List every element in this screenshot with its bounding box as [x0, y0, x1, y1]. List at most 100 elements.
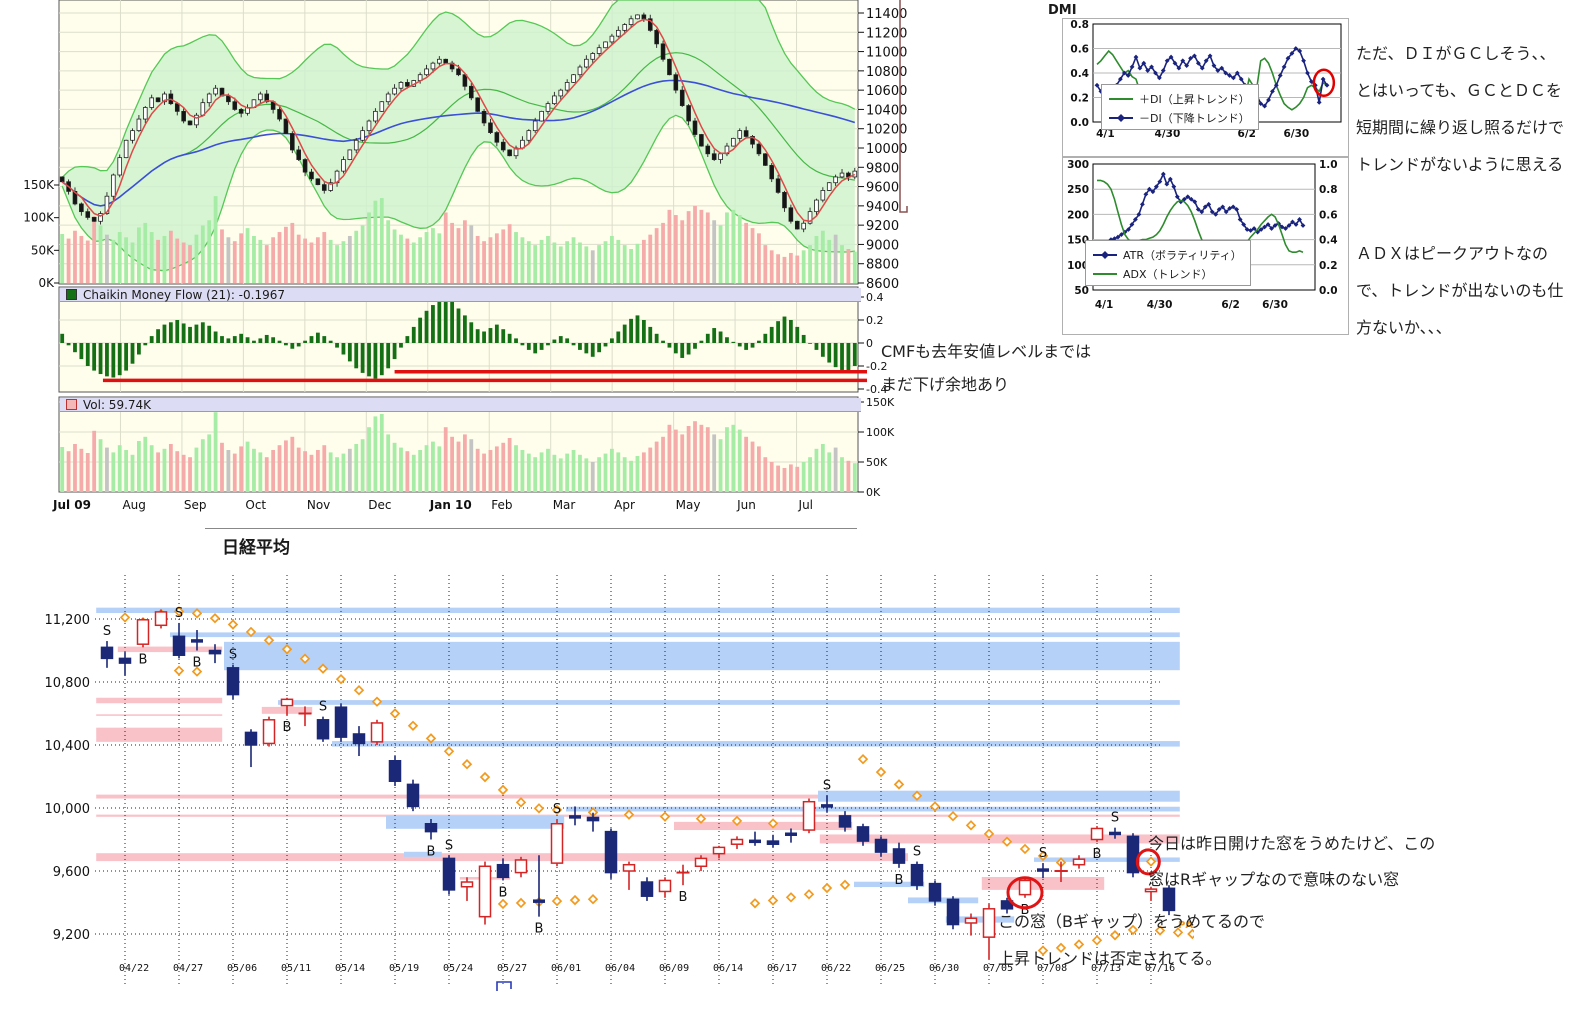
svg-text:0.2: 0.2 [866, 314, 884, 327]
svg-text:10600: 10600 [866, 84, 907, 99]
svg-text:11400: 11400 [866, 7, 907, 22]
svg-text:4/30: 4/30 [1155, 128, 1181, 140]
svg-text:50K: 50K [866, 456, 888, 469]
svg-text:200: 200 [1067, 209, 1089, 221]
svg-text:11000: 11000 [866, 46, 907, 61]
atr-label: ATR（ボラティリティ） [1123, 248, 1242, 262]
cmf-legend-swatch-icon [66, 289, 77, 300]
svg-text:10800: 10800 [866, 65, 907, 80]
svg-text:Apr: Apr [614, 498, 635, 512]
svg-text:05/24: 05/24 [443, 963, 473, 974]
svg-text:9,200: 9,200 [53, 928, 90, 943]
svg-text:50: 50 [1074, 285, 1089, 297]
vol-legend-swatch-icon [66, 399, 77, 410]
svg-text:Jun: Jun [736, 498, 756, 512]
svg-text:150K: 150K [23, 178, 55, 192]
svg-text:B: B [283, 720, 292, 735]
svg-text:06/30: 06/30 [929, 963, 959, 974]
svg-text:0K: 0K [866, 486, 881, 499]
svg-text:9800: 9800 [866, 161, 899, 176]
svg-text:06/22: 06/22 [821, 963, 851, 974]
svg-text:B: B [1093, 847, 1102, 862]
adx-label: ADX（トレンド） [1123, 267, 1213, 281]
svg-text:0.8: 0.8 [1070, 19, 1089, 31]
svg-text:300: 300 [1067, 159, 1089, 171]
dmi-legend: ＋DI（上昇トレンド） －DI（下降トレンド） [1101, 84, 1259, 130]
vol-panel-label: Vol: 59.74K [83, 397, 152, 412]
svg-text:06/14: 06/14 [713, 963, 743, 974]
svg-text:07/13: 07/13 [1091, 963, 1121, 974]
svg-text:May: May [676, 498, 701, 512]
note-window1: 今日は昨日開けた窓をうめたけど、この 窓はRギャップなので意味のない窓 [1148, 834, 1436, 889]
svg-text:150K: 150K [866, 396, 895, 409]
svg-text:B: B [679, 890, 688, 905]
svg-text:B: B [139, 652, 148, 667]
svg-text:100K: 100K [23, 211, 55, 225]
svg-text:50K: 50K [31, 243, 55, 257]
svg-text:10,800: 10,800 [45, 676, 91, 691]
svg-text:07/08: 07/08 [1037, 963, 1067, 974]
svg-text:0K: 0K [38, 276, 55, 290]
svg-text:0.4: 0.4 [866, 291, 884, 304]
svg-text:11,200: 11,200 [45, 613, 91, 628]
svg-text:Jan 10: Jan 10 [429, 498, 472, 512]
svg-text:8600: 8600 [866, 277, 899, 292]
minus-di-label: －DI（下降トレンド） [1139, 111, 1250, 125]
svg-text:05/19: 05/19 [389, 963, 419, 974]
svg-text:4/1: 4/1 [1096, 128, 1114, 140]
svg-text:S: S [1111, 811, 1119, 826]
svg-text:06/04: 06/04 [605, 963, 635, 974]
svg-text:0.2: 0.2 [1319, 260, 1338, 272]
svg-text:S: S [103, 624, 111, 639]
svg-text:0.6: 0.6 [1070, 44, 1089, 56]
svg-text:9200: 9200 [866, 219, 899, 234]
svg-text:4/30: 4/30 [1147, 299, 1173, 311]
svg-text:Dec: Dec [368, 498, 391, 512]
svg-text:10200: 10200 [866, 123, 907, 138]
svg-text:Jul: Jul [798, 498, 813, 512]
svg-text:05/06: 05/06 [227, 963, 257, 974]
svg-text:10400: 10400 [866, 103, 907, 118]
svg-text:10,400: 10,400 [45, 739, 91, 754]
svg-text:8800: 8800 [866, 258, 899, 273]
adx-line-icon [1093, 272, 1117, 275]
svg-text:S: S [913, 845, 921, 860]
svg-text:-0.4: -0.4 [866, 383, 887, 396]
svg-text:Nov: Nov [307, 498, 330, 512]
price-volume-chart[interactable]: 0K 50K 100K 150K 8600 8800 9000 9200 9400 9600 980… [0, 0, 935, 515]
svg-text:9,600: 9,600 [53, 865, 90, 880]
svg-text:S: S [445, 838, 453, 853]
svg-text:100: 100 [1067, 260, 1089, 272]
svg-text:250: 250 [1067, 184, 1089, 196]
svg-text:B: B [535, 922, 544, 937]
svg-text:B: B [1021, 903, 1030, 918]
svg-text:Feb: Feb [491, 498, 512, 512]
svg-text:S: S [1039, 846, 1047, 861]
svg-text:6/30: 6/30 [1283, 128, 1309, 140]
dmi-title: DMI [1048, 3, 1077, 18]
svg-text:150: 150 [1067, 235, 1089, 247]
svg-text:0.0: 0.0 [1319, 285, 1338, 297]
atr-line-icon [1093, 250, 1117, 259]
svg-text:07/16: 07/16 [1145, 963, 1175, 974]
svg-text:10000: 10000 [866, 142, 907, 157]
svg-text:05/27: 05/27 [497, 963, 527, 974]
svg-text:S: S [175, 606, 183, 621]
svg-text:9600: 9600 [866, 181, 899, 196]
svg-text:06/17: 06/17 [767, 963, 797, 974]
cmf-panel-header: Chaikin Money Flow (21): -0.1967 [60, 288, 861, 302]
svg-text:07/05: 07/05 [983, 963, 1013, 974]
svg-text:0.8: 0.8 [1319, 184, 1338, 196]
note-cmf: CMFも去年安値レベルまでは まだ下げ余地あり [881, 342, 1092, 394]
svg-text:11200: 11200 [866, 26, 907, 41]
svg-text:S: S [229, 648, 237, 663]
plus-di-label: ＋DI（上昇トレンド） [1139, 92, 1250, 106]
minus-di-line-icon [1109, 113, 1133, 122]
svg-text:-0.2: -0.2 [866, 360, 887, 373]
svg-text:04/27: 04/27 [173, 963, 203, 974]
svg-text:9000: 9000 [866, 238, 899, 253]
svg-text:Jul 09: Jul 09 [52, 498, 91, 512]
svg-text:0.2: 0.2 [1070, 93, 1089, 105]
svg-text:06/25: 06/25 [875, 963, 905, 974]
